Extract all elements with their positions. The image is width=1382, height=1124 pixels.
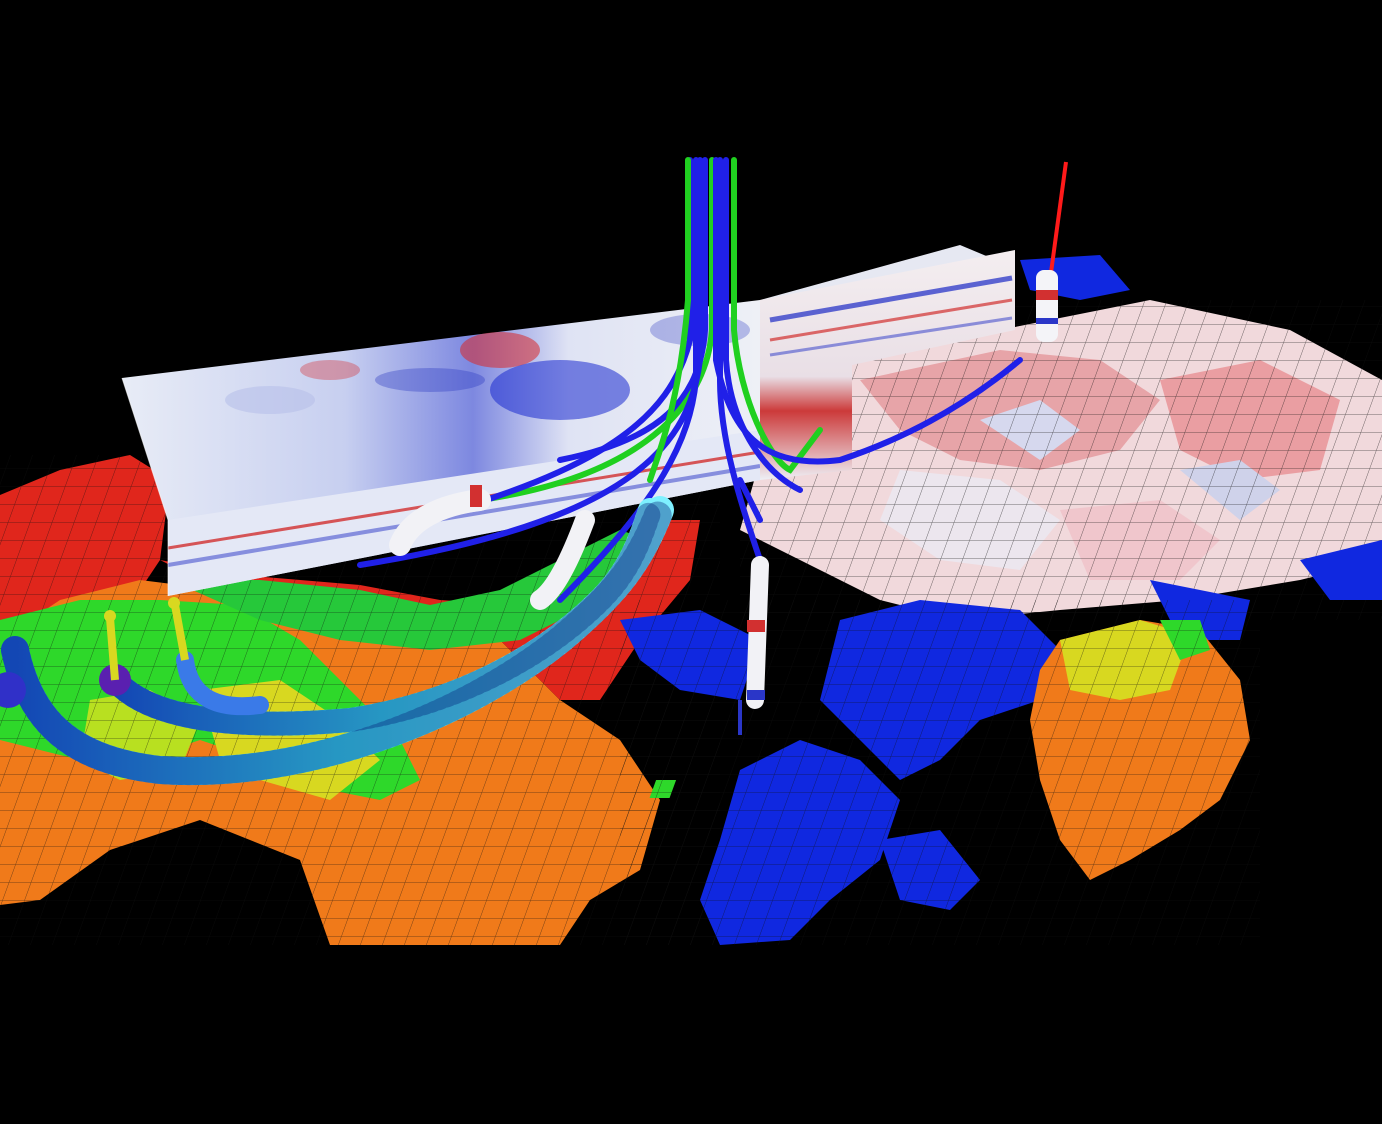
yellow-well-stubs [104, 597, 189, 681]
cyan-well-tubes[interactable] [0, 496, 674, 785]
seismic-cube-top-face [760, 245, 1015, 300]
seismic-cube-side-face [760, 250, 1015, 480]
well-red[interactable] [1036, 161, 1068, 342]
well-bundle-central[interactable] [357, 157, 1023, 603]
lower-right-surface[interactable] [620, 580, 1260, 945]
well-log-tubes [389, 485, 769, 735]
